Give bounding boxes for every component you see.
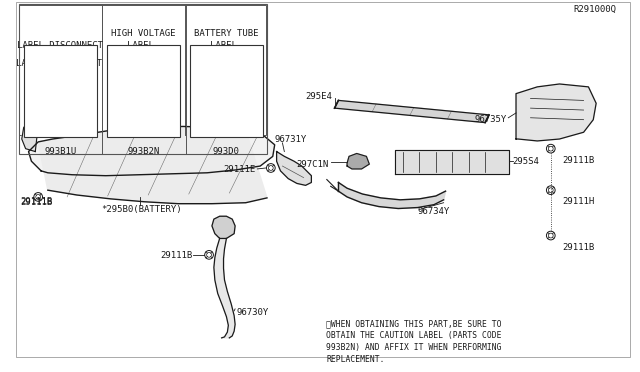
Text: 29112A: 29112A [31, 111, 63, 120]
Text: BATTERY TUBE: BATTERY TUBE [194, 29, 259, 38]
Polygon shape [516, 84, 596, 141]
Text: R291000Q: R291000Q [573, 5, 616, 15]
Text: 993D0: 993D0 [213, 147, 240, 156]
Text: LABEL-: LABEL- [208, 59, 240, 68]
Text: 96730Y: 96730Y [236, 308, 268, 317]
Text: 295E4: 295E4 [306, 92, 333, 101]
Text: 993B2N: 993B2N [127, 147, 159, 156]
Bar [24, 45, 97, 137]
Bar [107, 45, 180, 137]
Polygon shape [339, 182, 445, 209]
Bar [19, 4, 267, 154]
Text: 96735Y: 96735Y [474, 115, 506, 124]
Bar [191, 65, 257, 129]
Polygon shape [276, 151, 312, 185]
Text: 993D0: 993D0 [211, 124, 237, 133]
Text: ※WHEN OBTAINING THIS PART,BE SURE TO
OBTAIN THE CAUTION LABEL (PARTS CODE
993B2N: ※WHEN OBTAINING THIS PART,BE SURE TO OBT… [326, 320, 502, 364]
Text: 29111B: 29111B [563, 156, 595, 165]
Text: BATTERY TUBE: BATTERY TUBE [192, 49, 257, 58]
Polygon shape [38, 126, 267, 204]
Polygon shape [335, 100, 489, 123]
Text: 29111B: 29111B [161, 251, 193, 260]
Text: LABEL-: LABEL- [211, 41, 243, 49]
Text: 29111E: 29111E [223, 166, 255, 174]
Bar [110, 65, 175, 129]
Polygon shape [29, 126, 275, 176]
Polygon shape [22, 120, 38, 151]
Text: HIGH VOLTAGE: HIGH VOLTAGE [111, 29, 175, 38]
Bar [19, 5, 266, 135]
Text: 96731Y: 96731Y [275, 135, 307, 144]
Text: 29111B: 29111B [563, 243, 595, 251]
Text: LABEL-DISCONNECT: LABEL-DISCONNECT [15, 59, 102, 68]
Text: 993B2N: 993B2N [127, 124, 159, 133]
Text: *295B0(BATTERY): *295B0(BATTERY) [101, 205, 182, 214]
Text: LABEL-DISCONNECT: LABEL-DISCONNECT [17, 41, 104, 49]
Polygon shape [214, 238, 235, 338]
Text: 96734Y: 96734Y [417, 207, 450, 216]
Text: 297C1N: 297C1N [296, 160, 329, 169]
Bar [189, 45, 263, 137]
Text: 993B1U: 993B1U [42, 124, 75, 133]
Text: 295S4: 295S4 [512, 157, 539, 166]
Text: LABEL-: LABEL- [127, 59, 159, 68]
Text: 993B1U: 993B1U [44, 147, 77, 156]
Text: 29111B: 29111B [21, 197, 53, 206]
Text: 29111B: 29111B [21, 198, 53, 207]
Polygon shape [212, 216, 235, 238]
Bar [26, 65, 91, 129]
Polygon shape [347, 154, 369, 169]
Text: 29111H: 29111H [563, 197, 595, 206]
Polygon shape [396, 150, 509, 174]
Text: LABEL-: LABEL- [127, 41, 159, 49]
Text: HIGH VOLTAGE: HIGH VOLTAGE [110, 49, 175, 58]
